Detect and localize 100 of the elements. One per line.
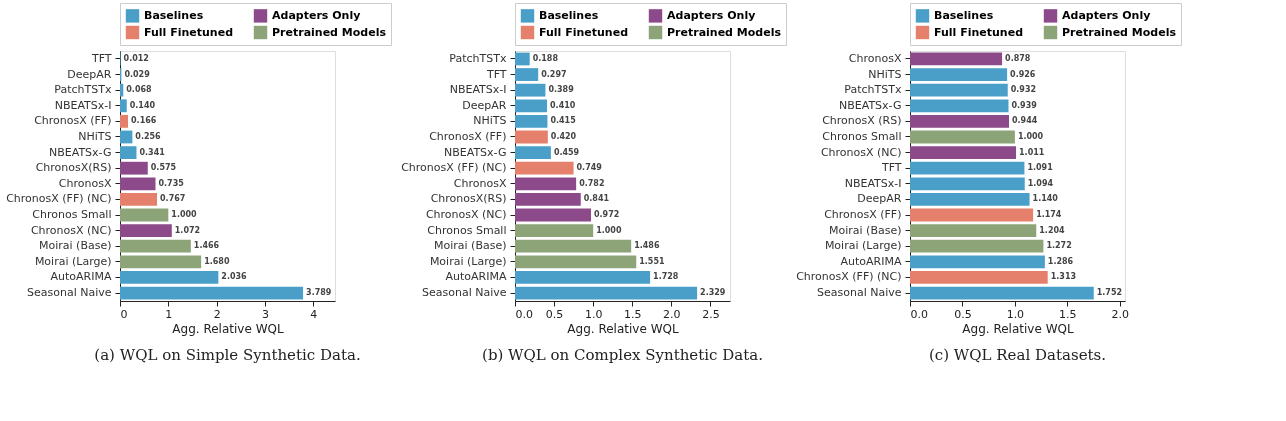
data-label: 0.878 (1005, 53, 1031, 63)
y-tick-label: Chronos Small (822, 129, 902, 143)
x-tick-label: 2.0 (1111, 307, 1130, 321)
y-tick-label: NHiTS (78, 129, 112, 143)
x-tick-label: 0 (120, 307, 128, 321)
bar (515, 193, 581, 206)
bar (910, 52, 1003, 66)
y-tick-label: PatchTSTx (449, 51, 507, 65)
data-label: 2.036 (221, 272, 248, 282)
y-tick-label: TFT (485, 67, 507, 81)
data-label: 1.286 (1047, 256, 1074, 266)
y-tick-label: ChronosX (FF) (NC) (6, 192, 112, 206)
y-tick-label: ChronosX (58, 176, 112, 190)
data-label: 0.410 (550, 100, 576, 110)
data-label: 1.680 (204, 256, 230, 266)
legend-label: Baselines (144, 8, 204, 22)
x-tick-label: 2.5 (702, 307, 720, 321)
data-label: 1.466 (193, 241, 220, 251)
bar (120, 271, 219, 284)
data-label: 0.932 (1010, 85, 1037, 95)
legend-label: Full Finetuned (539, 25, 628, 39)
bar (910, 286, 1094, 300)
y-tick-label: NBEATSx-I (449, 83, 507, 97)
data-label: 0.166 (131, 116, 157, 126)
legend-label: Adapters Only (272, 8, 361, 22)
bar (910, 193, 1030, 206)
y-tick-label: AutoARIMA (50, 270, 112, 284)
bar (515, 239, 632, 253)
bar (910, 99, 1009, 113)
bar (910, 224, 1037, 238)
data-label: 1.000 (596, 225, 622, 235)
data-label: 0.297 (541, 69, 567, 79)
y-tick-label: Moirai (Base) (39, 239, 112, 253)
data-label: 0.420 (550, 131, 577, 141)
bar (515, 114, 548, 128)
data-label: 0.972 (593, 210, 620, 220)
y-tick-label: DeepAR (857, 192, 902, 206)
x-tick-label: 1.5 (624, 307, 642, 321)
bar (910, 239, 1044, 253)
data-label: 1.204 (1039, 225, 1066, 235)
y-tick-label: PatchTSTx (844, 83, 902, 97)
data-label: 1.313 (1050, 272, 1077, 282)
bar (120, 177, 156, 191)
data-label: 0.841 (583, 194, 610, 204)
data-label: 0.415 (550, 116, 577, 126)
x-tick-label: 0.0 (910, 307, 928, 321)
y-tick-label: ChronosX (NC) (425, 208, 507, 222)
y-tick-label: NHiTS (473, 114, 507, 128)
data-label: 1.272 (1046, 241, 1072, 251)
bar (515, 255, 637, 269)
x-axis-title: Agg. Relative WQL (172, 321, 284, 336)
data-label: 0.575 (150, 163, 177, 173)
y-tick-label: Moirai (Large) (824, 239, 902, 253)
data-label: 0.012 (123, 53, 149, 63)
bar (910, 255, 1045, 269)
text: (b) WQL on Complex Synthetic Data. (482, 346, 763, 364)
legend-label: Pretrained Models (272, 25, 387, 39)
bar (120, 286, 304, 300)
bar (120, 114, 129, 128)
y-tick-label: Moirai (Base) (434, 239, 507, 253)
y-tick-label: ChronosX (NC) (820, 145, 902, 159)
y-tick-label: ChronosX (FF) (34, 114, 112, 128)
data-label: 0.782 (579, 178, 605, 188)
bar (515, 161, 574, 175)
y-tick-label: ChronosX (FF) (NC) (796, 270, 902, 284)
data-label: 0.068 (126, 85, 153, 95)
legend-label: Pretrained Models (1062, 25, 1177, 39)
bar (120, 239, 191, 253)
data-label: 1.011 (1019, 147, 1045, 157)
bar (515, 224, 594, 238)
y-tick-label: DeepAR (67, 67, 112, 81)
y-tick-label: DeepAR (462, 98, 507, 112)
y-tick-label: AutoARIMA (445, 270, 507, 284)
bar (910, 271, 1048, 284)
y-tick-label: Seasonal Naive (816, 286, 902, 300)
y-tick-label: Seasonal Naive (421, 286, 507, 300)
data-label: 0.944 (1012, 116, 1038, 126)
bar (120, 99, 127, 113)
data-label: 1.174 (1036, 210, 1062, 220)
x-axis-title: Agg. Relative WQL (567, 321, 679, 336)
x-tick-label: 0.0 (515, 307, 533, 321)
y-tick-label: ChronosX (848, 51, 902, 65)
bar (120, 83, 124, 97)
bar (910, 161, 1025, 175)
y-tick-label: Chronos Small (427, 223, 507, 237)
y-tick-label: NBEATSx-G (48, 145, 112, 159)
data-label: 0.749 (576, 163, 603, 173)
bar (515, 52, 530, 66)
bar (120, 193, 158, 206)
bar (515, 177, 577, 191)
x-tick-label: 4 (310, 307, 318, 321)
y-tick-label: TFT (90, 51, 112, 65)
legend-label: Baselines (934, 8, 994, 22)
data-label: 0.256 (135, 131, 162, 141)
bar (910, 146, 1017, 159)
bar (120, 146, 137, 159)
text: (c) WQL Real Datasets. (928, 346, 1107, 364)
x-tick-label: 2.0 (663, 307, 681, 321)
y-tick-label: ChronosX(RS) (430, 192, 507, 206)
x-tick-label: 1 (165, 307, 173, 321)
